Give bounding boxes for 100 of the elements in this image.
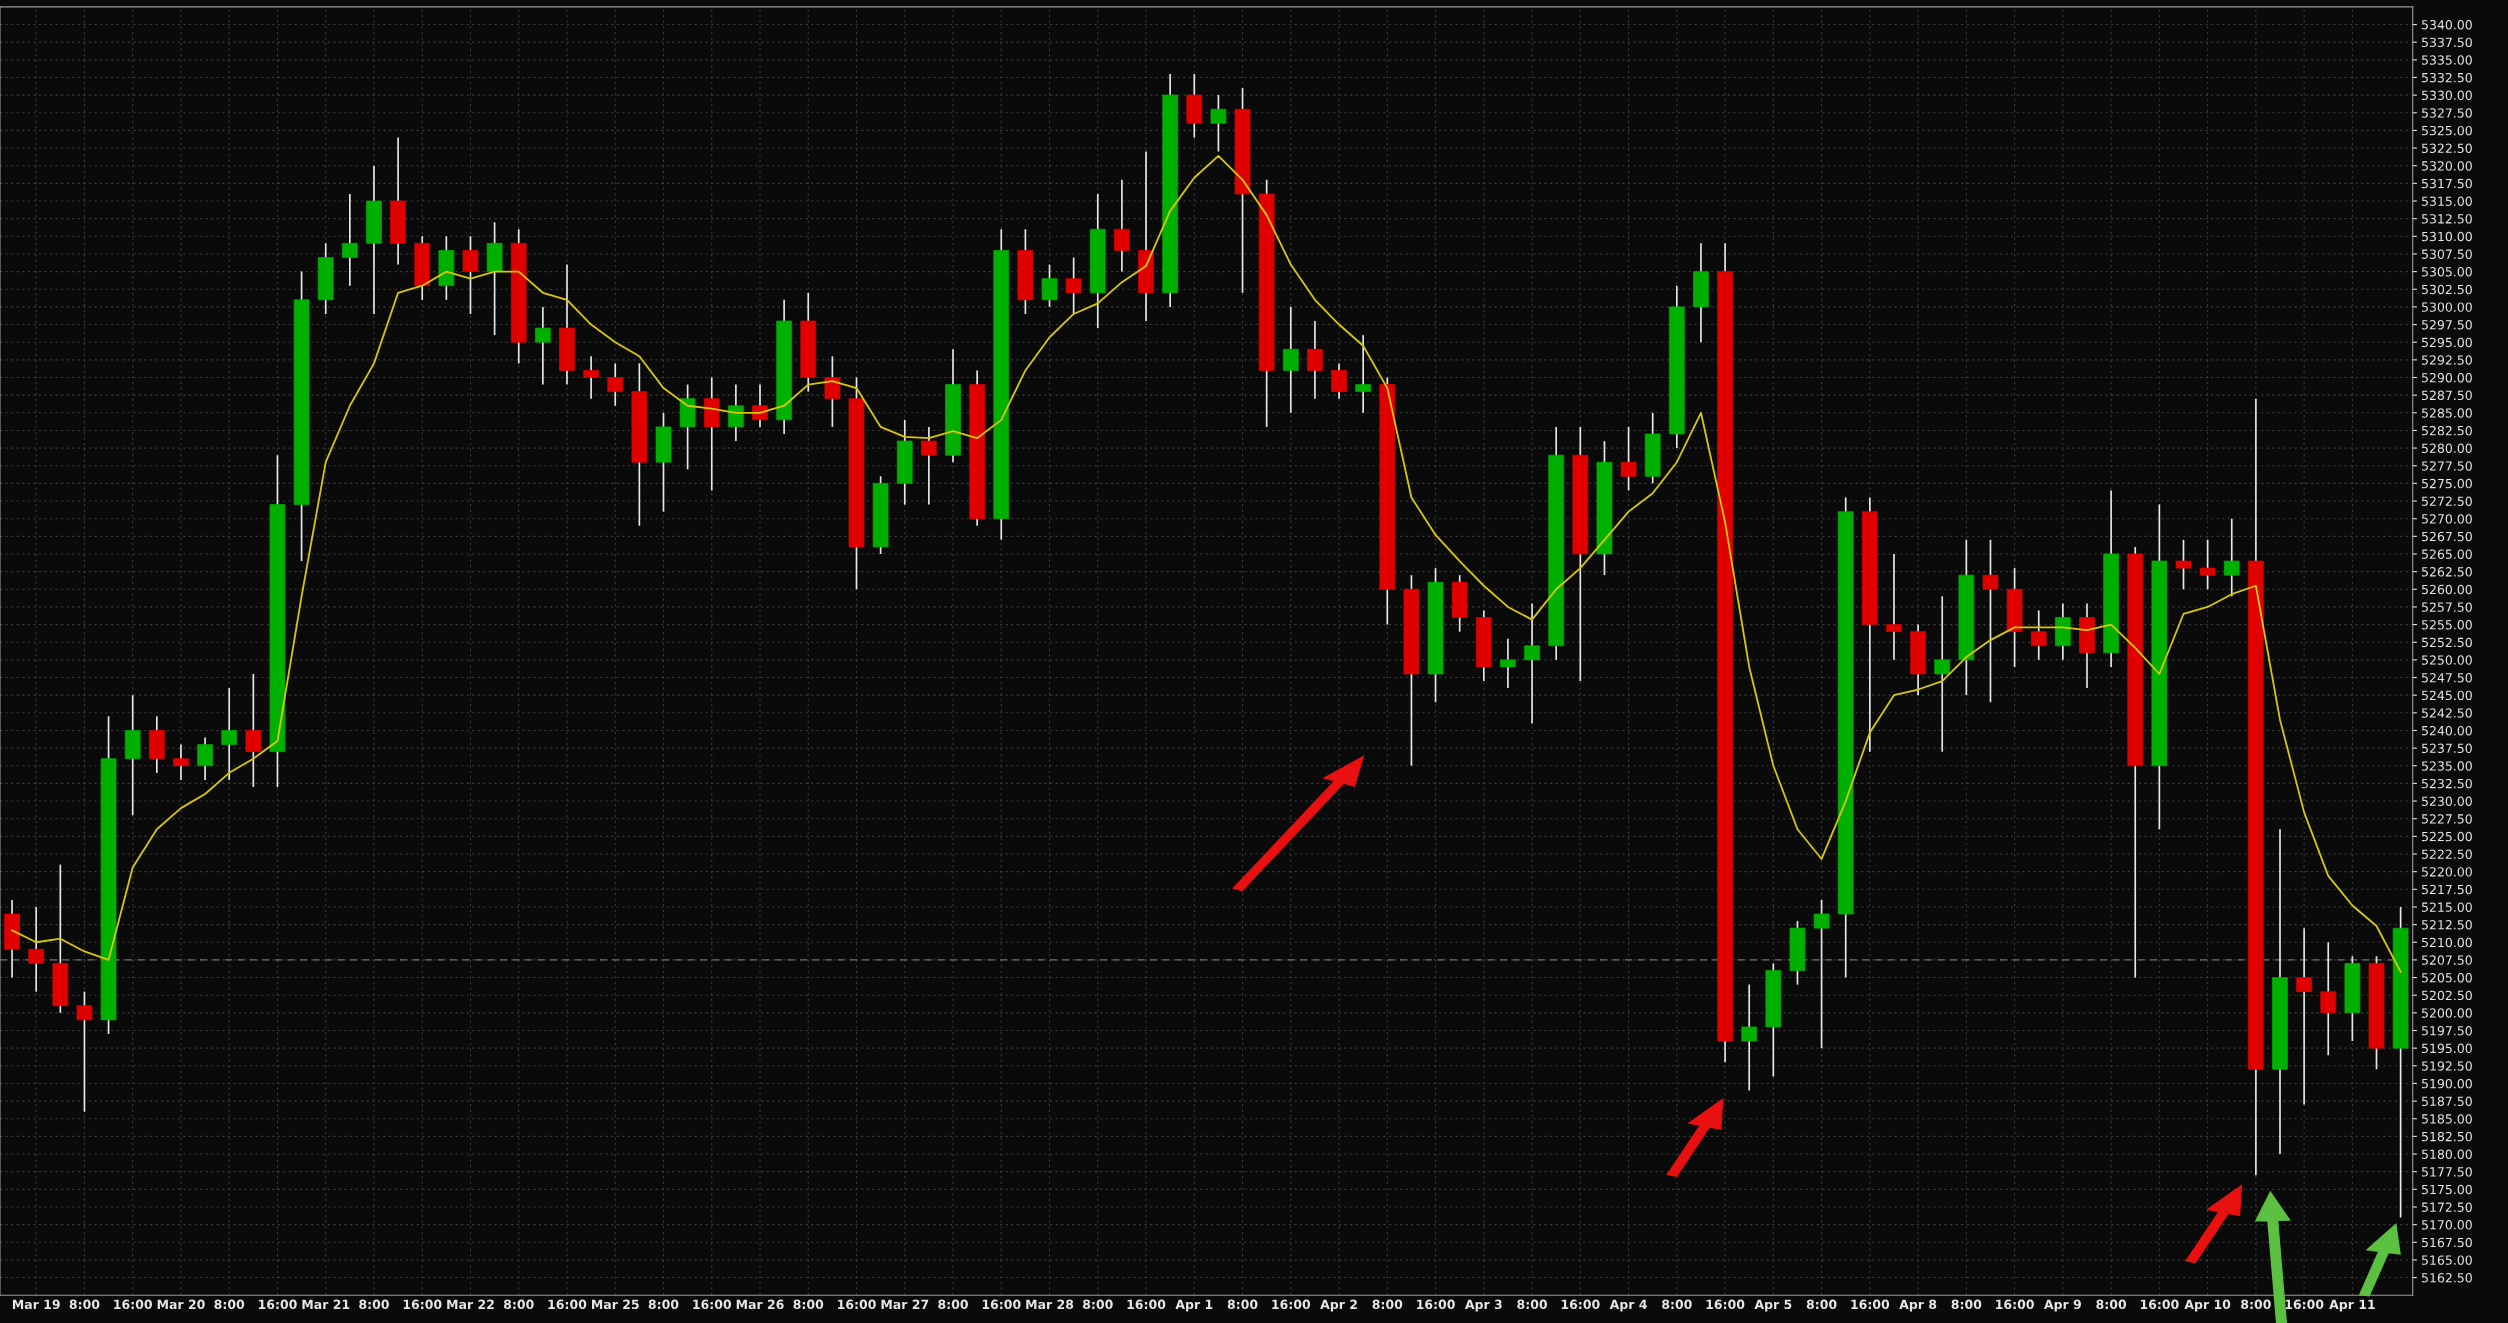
x-tick-label: Apr 11 <box>2329 1299 2375 1312</box>
y-tick-label: 5265.00 <box>2421 549 2472 559</box>
y-tick-label: 5220.00 <box>2421 867 2472 877</box>
x-tick-label: 16:00 <box>1272 1299 1311 1310</box>
x-tick-label: 16:00 <box>2140 1299 2179 1310</box>
x-tick-label: Apr 5 <box>1754 1299 1792 1312</box>
x-tick-label: Apr 2 <box>1320 1299 1357 1312</box>
candlestick <box>2296 927 2312 1106</box>
y-tick-label: 5277.50 <box>2421 461 2472 471</box>
y-tick-label: 5247.50 <box>2421 672 2472 683</box>
candlestick <box>1282 306 1299 414</box>
y-tick-label: 5325.00 <box>2421 125 2472 136</box>
candlestick <box>342 193 358 287</box>
candlestick <box>752 383 768 428</box>
candlestick <box>197 736 213 781</box>
candlestick <box>1741 983 1758 1092</box>
candlestick <box>173 743 189 781</box>
y-tick-label: 5287.50 <box>2421 390 2472 401</box>
candlestick <box>2320 941 2337 1057</box>
candlestick <box>1982 539 1999 704</box>
y-tick-label: 5200.00 <box>2421 1008 2472 1018</box>
y-tick-label: 5250.00 <box>2421 655 2472 665</box>
y-tick-label: 5340.00 <box>2421 20 2472 30</box>
y-tick-label: 5222.50 <box>2421 849 2472 859</box>
y-tick-label: 5192.50 <box>2421 1061 2472 1071</box>
y-tick-label: 5170.00 <box>2421 1220 2472 1230</box>
candlestick <box>1524 602 1540 725</box>
x-tick-label: Apr 3 <box>1464 1299 1502 1312</box>
y-tick-label: 5260.00 <box>2421 584 2472 595</box>
x-tick-label: 8:00 <box>648 1299 679 1310</box>
y-tick-label: 5237.50 <box>2421 743 2472 754</box>
y-tick-label: 5280.00 <box>2421 443 2472 454</box>
x-tick-label: 8:00 <box>793 1299 824 1310</box>
y-tick-label: 5242.50 <box>2421 708 2472 718</box>
y-tick-label: 5210.00 <box>2421 937 2472 948</box>
x-tick-label: 16:00 <box>1851 1299 1890 1310</box>
x-tick-label: 16:00 <box>114 1299 152 1310</box>
candlestick <box>1331 362 1347 400</box>
candlestick <box>1934 595 1951 753</box>
candlestick <box>1355 334 1371 414</box>
x-tick-label: Apr 1 <box>1175 1299 1213 1312</box>
y-tick-label: 5335.00 <box>2421 55 2472 65</box>
candlestick <box>221 687 238 781</box>
y-tick-label: 5217.50 <box>2421 884 2472 895</box>
candlestick <box>1065 256 1082 315</box>
y-tick-label: 5315.00 <box>2421 196 2472 206</box>
candlestick <box>1307 320 1323 400</box>
x-tick-label: 16:00 <box>2285 1299 2324 1310</box>
x-tick-label: 8:00 <box>1083 1299 1113 1310</box>
y-tick-label: 5240.00 <box>2421 725 2472 736</box>
y-tick-label: 5275.00 <box>2421 478 2472 489</box>
x-tick-label: Apr 9 <box>2044 1299 2081 1312</box>
x-tick-label: Mar 22 <box>447 1299 494 1310</box>
x-tick-label: 8:00 <box>214 1299 245 1310</box>
candlestick <box>2223 517 2240 598</box>
candlestick <box>1041 263 1058 308</box>
x-tick-label: 8:00 <box>1227 1299 1258 1310</box>
x-tick-label: 16:00 <box>838 1299 876 1310</box>
candlestick <box>1813 899 1830 1049</box>
x-tick-label: 16:00 <box>548 1299 587 1310</box>
x-tick-label: 8:00 <box>1806 1299 1837 1310</box>
x-tick-label: Mar 26 <box>736 1299 784 1310</box>
candlestick <box>2030 609 2047 661</box>
x-tick-label: 16:00 <box>403 1299 442 1310</box>
y-tick-label: 5302.50 <box>2421 284 2472 295</box>
x-tick-label: 8:00 <box>1517 1299 1548 1310</box>
y-tick-label: 5235.00 <box>2421 761 2472 771</box>
candlestick <box>1886 553 1902 661</box>
y-tick-label: 5252.50 <box>2421 637 2472 648</box>
y-tick-label: 5212.50 <box>2421 920 2472 930</box>
x-tick-label: 16:00 <box>1996 1299 2034 1310</box>
x-tick-label: 16:00 <box>1417 1299 1455 1310</box>
x-tick-label: Apr 4 <box>1609 1299 1647 1312</box>
candlestick <box>245 673 262 788</box>
x-tick-label: 8:00 <box>503 1299 534 1310</box>
y-tick-label: 5270.00 <box>2421 514 2472 524</box>
y-tick-label: 5187.50 <box>2421 1096 2472 1107</box>
y-tick-label: 5227.50 <box>2421 814 2472 824</box>
y-tick-label: 5197.50 <box>2421 1025 2472 1036</box>
y-tick-label: 5337.50 <box>2421 37 2472 48</box>
candlestick <box>2199 539 2216 591</box>
y-tick-label: 5182.50 <box>2421 1131 2472 1142</box>
x-tick-label: Mar 25 <box>591 1299 639 1310</box>
x-tick-label: 8:00 <box>359 1299 389 1310</box>
y-tick-label: 5305.00 <box>2421 267 2472 277</box>
x-tick-label: 8:00 <box>2096 1299 2127 1310</box>
candlestick <box>462 235 479 315</box>
x-tick-label: 8:00 <box>69 1299 100 1310</box>
y-tick-label: 5295.00 <box>2421 337 2472 348</box>
candlestick <box>607 362 624 407</box>
y-tick-label: 5255.00 <box>2421 620 2472 630</box>
candlestick <box>28 906 45 993</box>
y-tick-label: 5190.00 <box>2421 1078 2472 1089</box>
y-tick-label: 5282.50 <box>2421 425 2472 436</box>
x-tick-label: 8:00 <box>1951 1299 1982 1310</box>
x-tick-label: 8:00 <box>938 1299 968 1310</box>
candlestick <box>76 990 93 1113</box>
x-tick-label: Mar 21 <box>302 1299 350 1310</box>
x-tick-label: 16:00 <box>1706 1299 1745 1310</box>
y-tick-label: 5262.50 <box>2421 567 2472 577</box>
